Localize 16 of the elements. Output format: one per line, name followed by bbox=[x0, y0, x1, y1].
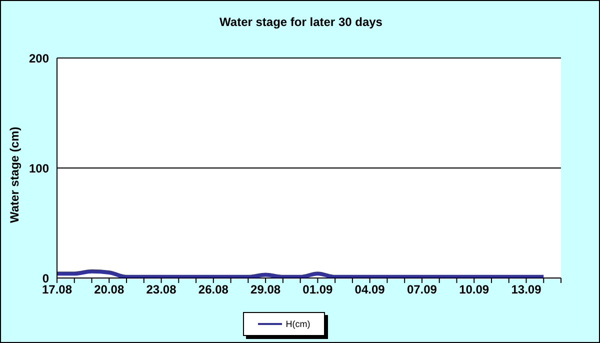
legend-label: H(cm) bbox=[284, 319, 310, 329]
x-tick-label: 26.08 bbox=[198, 282, 229, 297]
x-tick-label: 23.08 bbox=[146, 282, 177, 297]
x-tick-label: 01.09 bbox=[302, 282, 334, 297]
x-tick-label: 13.09 bbox=[511, 282, 542, 297]
x-tick-label: 07.09 bbox=[406, 282, 438, 297]
y-tick-label: 100 bbox=[28, 161, 50, 176]
chart-title: Water stage for later 30 days bbox=[218, 15, 384, 29]
y-axis-title: Water stage (cm) bbox=[7, 126, 22, 223]
x-tick-label: 10.09 bbox=[459, 282, 490, 297]
y-tick-label: 200 bbox=[28, 51, 50, 66]
x-tick-label: 04.09 bbox=[354, 282, 386, 297]
x-tick-label: 17.08 bbox=[42, 282, 72, 297]
y-tick-label: 0 bbox=[42, 271, 50, 286]
x-tick-label: 20.08 bbox=[94, 282, 124, 297]
x-tick-label: 29.08 bbox=[250, 282, 281, 297]
